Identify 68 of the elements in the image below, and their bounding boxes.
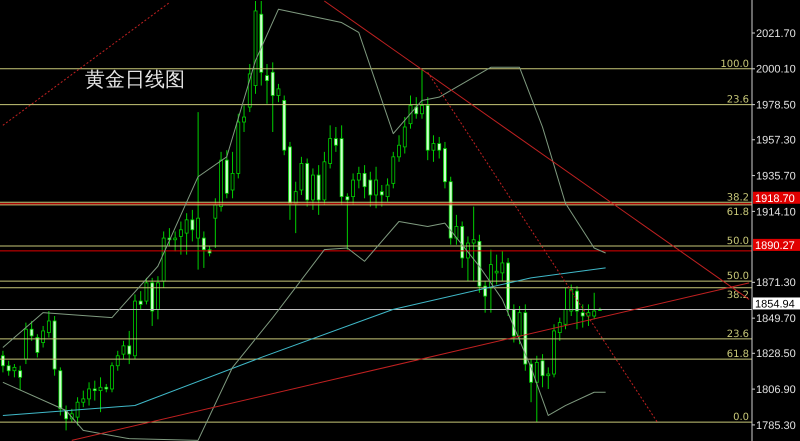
- annotation: 0.0: [733, 412, 749, 424]
- candlestick: [564, 287, 568, 330]
- candlestick: [87, 382, 91, 406]
- candlestick: [397, 134, 401, 162]
- candlestick: [76, 396, 80, 426]
- candlestick: [408, 94, 412, 130]
- candlestick: [356, 166, 361, 189]
- candlestick: [110, 362, 114, 393]
- ref-line-label: 1890.27: [755, 240, 795, 252]
- y-tick-label: 1935.70: [756, 170, 796, 182]
- candlestick: [6, 360, 11, 376]
- candlestick: [454, 214, 458, 246]
- y-tick-label: 1849.70: [756, 313, 796, 326]
- annotation: 61.8: [726, 349, 749, 360]
- candlestick: [98, 376, 102, 413]
- y-tick-label: 1914.10: [756, 206, 796, 218]
- annotation: 61.8: [726, 206, 749, 218]
- candlestick: [122, 340, 126, 360]
- ref-line-label: 1854.94: [755, 298, 795, 310]
- candlestick: [540, 354, 544, 388]
- text: 黄金日线图: [85, 66, 185, 93]
- y-tick-label: 1785.30: [756, 420, 796, 432]
- candlestick: [402, 116, 407, 154]
- candlestick: [1, 350, 5, 373]
- annotation: 50.0: [726, 236, 749, 248]
- candlestick: [138, 290, 143, 310]
- annotation: 23.6: [726, 94, 749, 106]
- candlestick: [242, 104, 246, 132]
- line-series: [2, 220, 606, 441]
- candlestick: [592, 292, 596, 320]
- candlestick: [529, 358, 533, 403]
- candlestick: [420, 68, 424, 120]
- candlestick: [230, 151, 234, 199]
- y-tick-label: 2000.10: [756, 64, 796, 76]
- candlestick: [12, 364, 16, 378]
- candlestick: [144, 277, 148, 305]
- y-tick-label: 1806.90: [756, 384, 796, 396]
- candlestick: [374, 166, 378, 209]
- candlestick: [265, 63, 269, 104]
- candlestick: [472, 206, 476, 282]
- y-tick-label: 2021.70: [756, 28, 796, 40]
- candlestick: [270, 62, 275, 132]
- candlestick: [362, 164, 366, 199]
- candlestick: [546, 366, 550, 390]
- candlestick: [575, 286, 579, 330]
- candlestick: [92, 380, 97, 402]
- candlestick: [580, 304, 585, 328]
- y-tick-label: 1828.50: [756, 348, 796, 360]
- annotation: 50.0: [726, 271, 749, 282]
- y-tick-label: 1978.50: [756, 100, 796, 112]
- line-series: [2, 8, 606, 348]
- candlestick: [518, 306, 522, 345]
- candlestick: [368, 171, 372, 208]
- candlestick: [432, 134, 436, 162]
- y-tick-label: 1871.30: [756, 277, 796, 290]
- candlestick: [386, 178, 390, 202]
- annotation: 100.0: [720, 58, 749, 70]
- candlestick: [127, 330, 132, 365]
- annotation: 23.6: [726, 328, 749, 340]
- line-series: [2, 267, 606, 416]
- annotation: 38.2: [726, 192, 749, 204]
- candlestick: [276, 83, 280, 103]
- candlestick: [380, 184, 384, 208]
- ref-line-label: 1918.70: [755, 192, 795, 205]
- candlestick: [437, 136, 442, 159]
- candlestick: [81, 390, 86, 408]
- candlestick: [586, 304, 590, 326]
- y-tick-label: 1957.30: [756, 134, 796, 147]
